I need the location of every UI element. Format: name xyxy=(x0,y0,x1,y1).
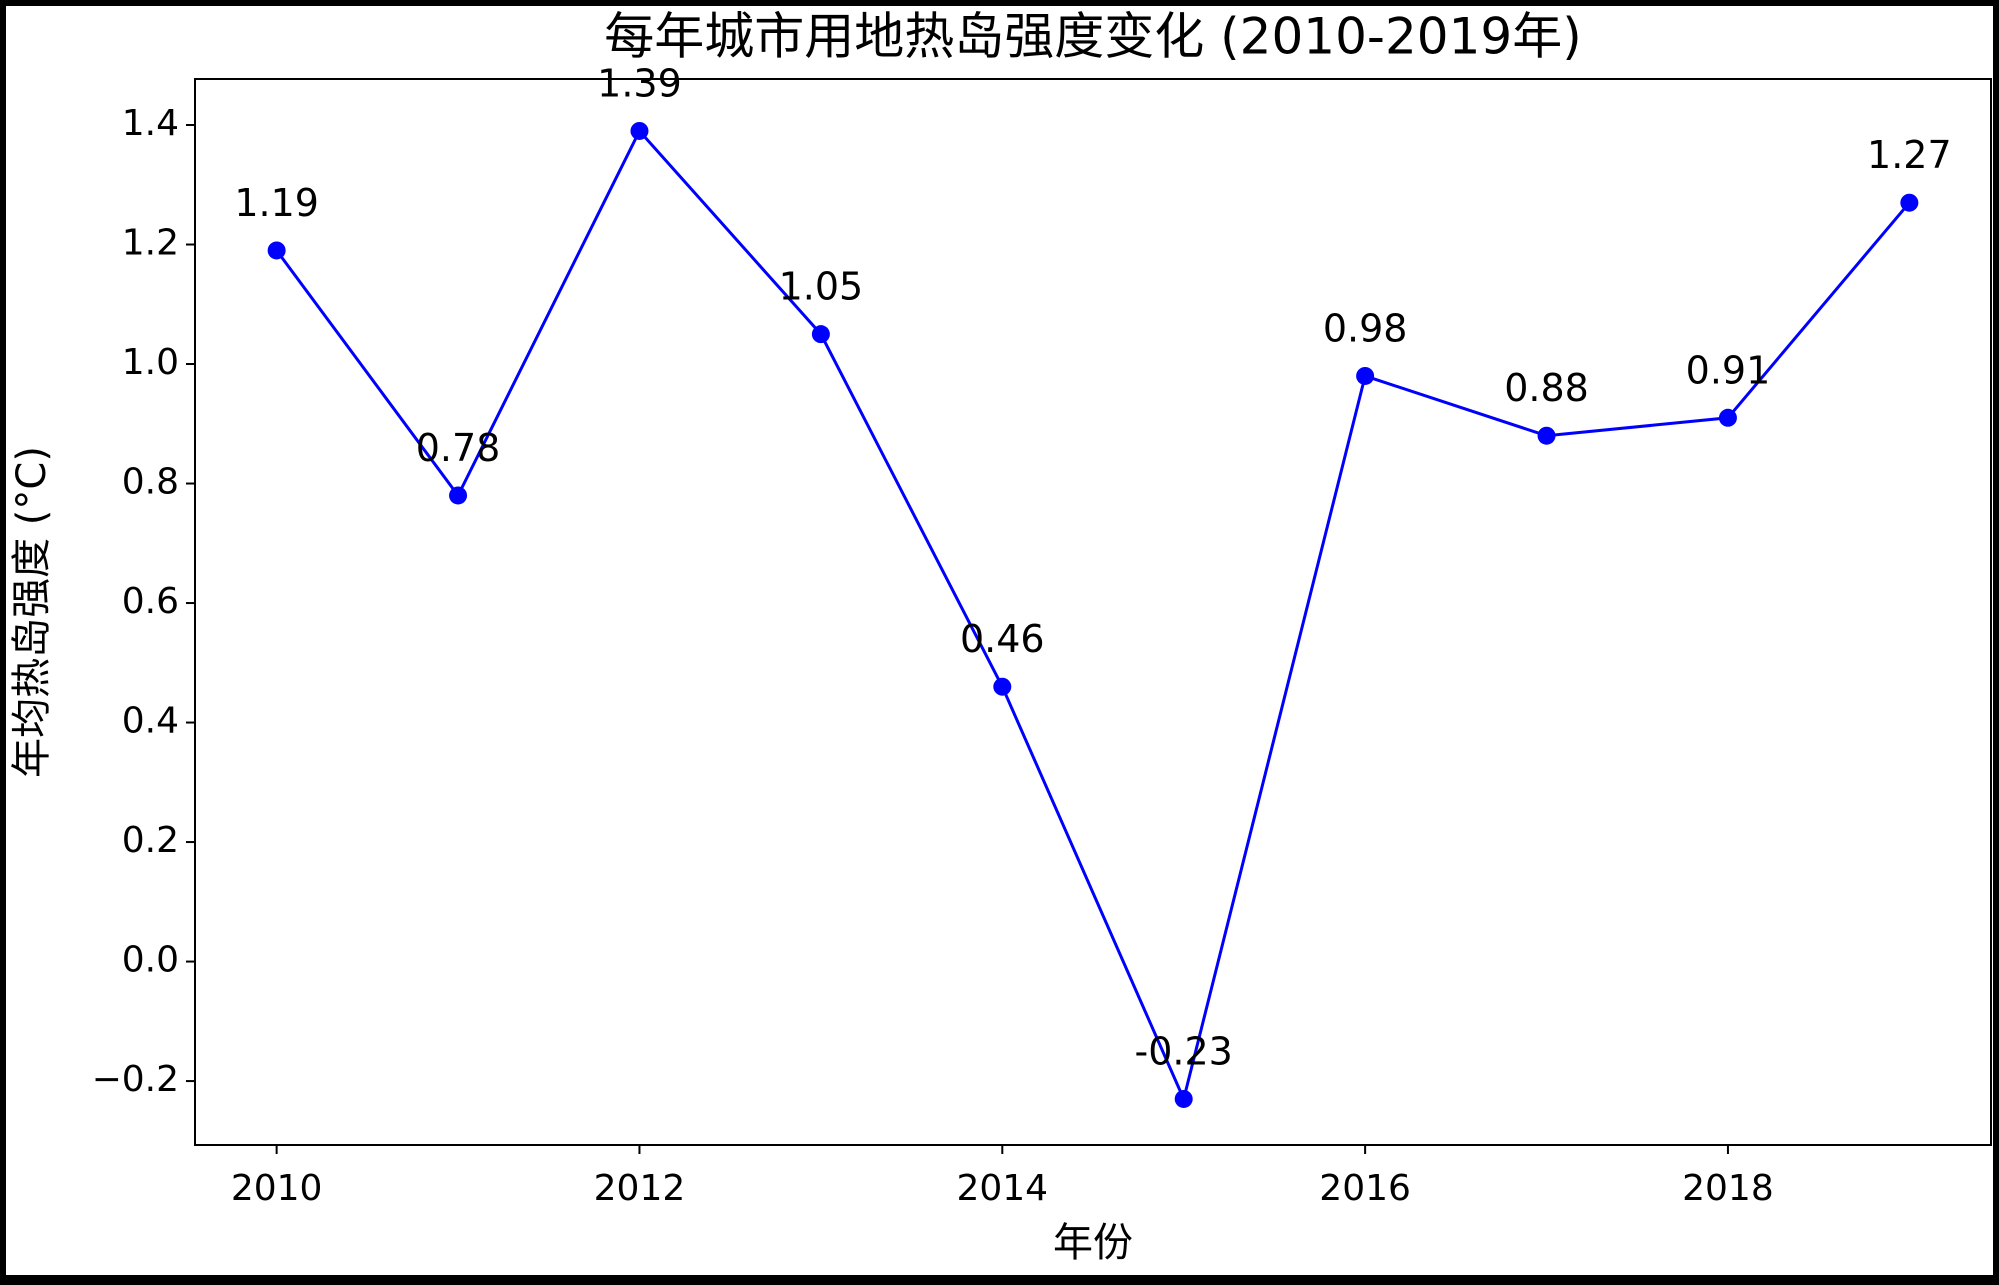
point xyxy=(993,677,1012,696)
point xyxy=(1718,408,1737,427)
value-label: 0.46 xyxy=(960,617,1045,661)
value-label: 1.39 xyxy=(597,61,682,105)
y-tick-label: 0.6 xyxy=(122,581,179,622)
x-tick-label: 2010 xyxy=(231,1168,323,1209)
x-axis-label: 年份 xyxy=(1053,1220,1133,1266)
x-tick-label: 2016 xyxy=(1319,1168,1411,1209)
y-tick-label: 1.4 xyxy=(122,103,179,144)
y-tick-label: 0.4 xyxy=(122,701,179,742)
x-tick-label: 2014 xyxy=(956,1168,1048,1209)
line xyxy=(275,128,1911,1104)
value-label: 1.05 xyxy=(779,265,864,309)
point xyxy=(1537,426,1556,445)
y-tick-label: 0.2 xyxy=(122,820,179,861)
point xyxy=(811,325,830,344)
value-label: 1.19 xyxy=(234,181,319,225)
point xyxy=(267,241,286,260)
y-tick-label: 1.2 xyxy=(122,223,179,264)
chart-title: 每年城市用地热岛强度变化 (2010-2019年) xyxy=(604,8,1581,66)
point xyxy=(449,486,468,505)
plot-frame xyxy=(194,78,1992,1146)
y-tick-label: 0.8 xyxy=(122,462,179,503)
x-tick-label: 2012 xyxy=(594,1168,686,1209)
y-tick-label: 0.0 xyxy=(122,940,179,981)
value-label: 0.91 xyxy=(1686,348,1771,392)
x-tick-label: 2018 xyxy=(1682,1168,1774,1209)
y-tick-label: −0.2 xyxy=(92,1059,179,1100)
value-label: -0.23 xyxy=(1135,1029,1233,1073)
value-label: 0.88 xyxy=(1504,366,1589,410)
value-label: 0.78 xyxy=(416,426,501,470)
point xyxy=(1356,366,1375,385)
point xyxy=(1900,193,1919,212)
point xyxy=(630,121,649,140)
y-tick-label: 1.0 xyxy=(122,342,179,383)
y-axis-label: 年均热岛强度 (°C) xyxy=(9,446,55,778)
value-label: 0.98 xyxy=(1323,306,1408,350)
background xyxy=(6,6,1993,1275)
value-label: 1.27 xyxy=(1867,133,1952,177)
point xyxy=(1174,1089,1193,1108)
